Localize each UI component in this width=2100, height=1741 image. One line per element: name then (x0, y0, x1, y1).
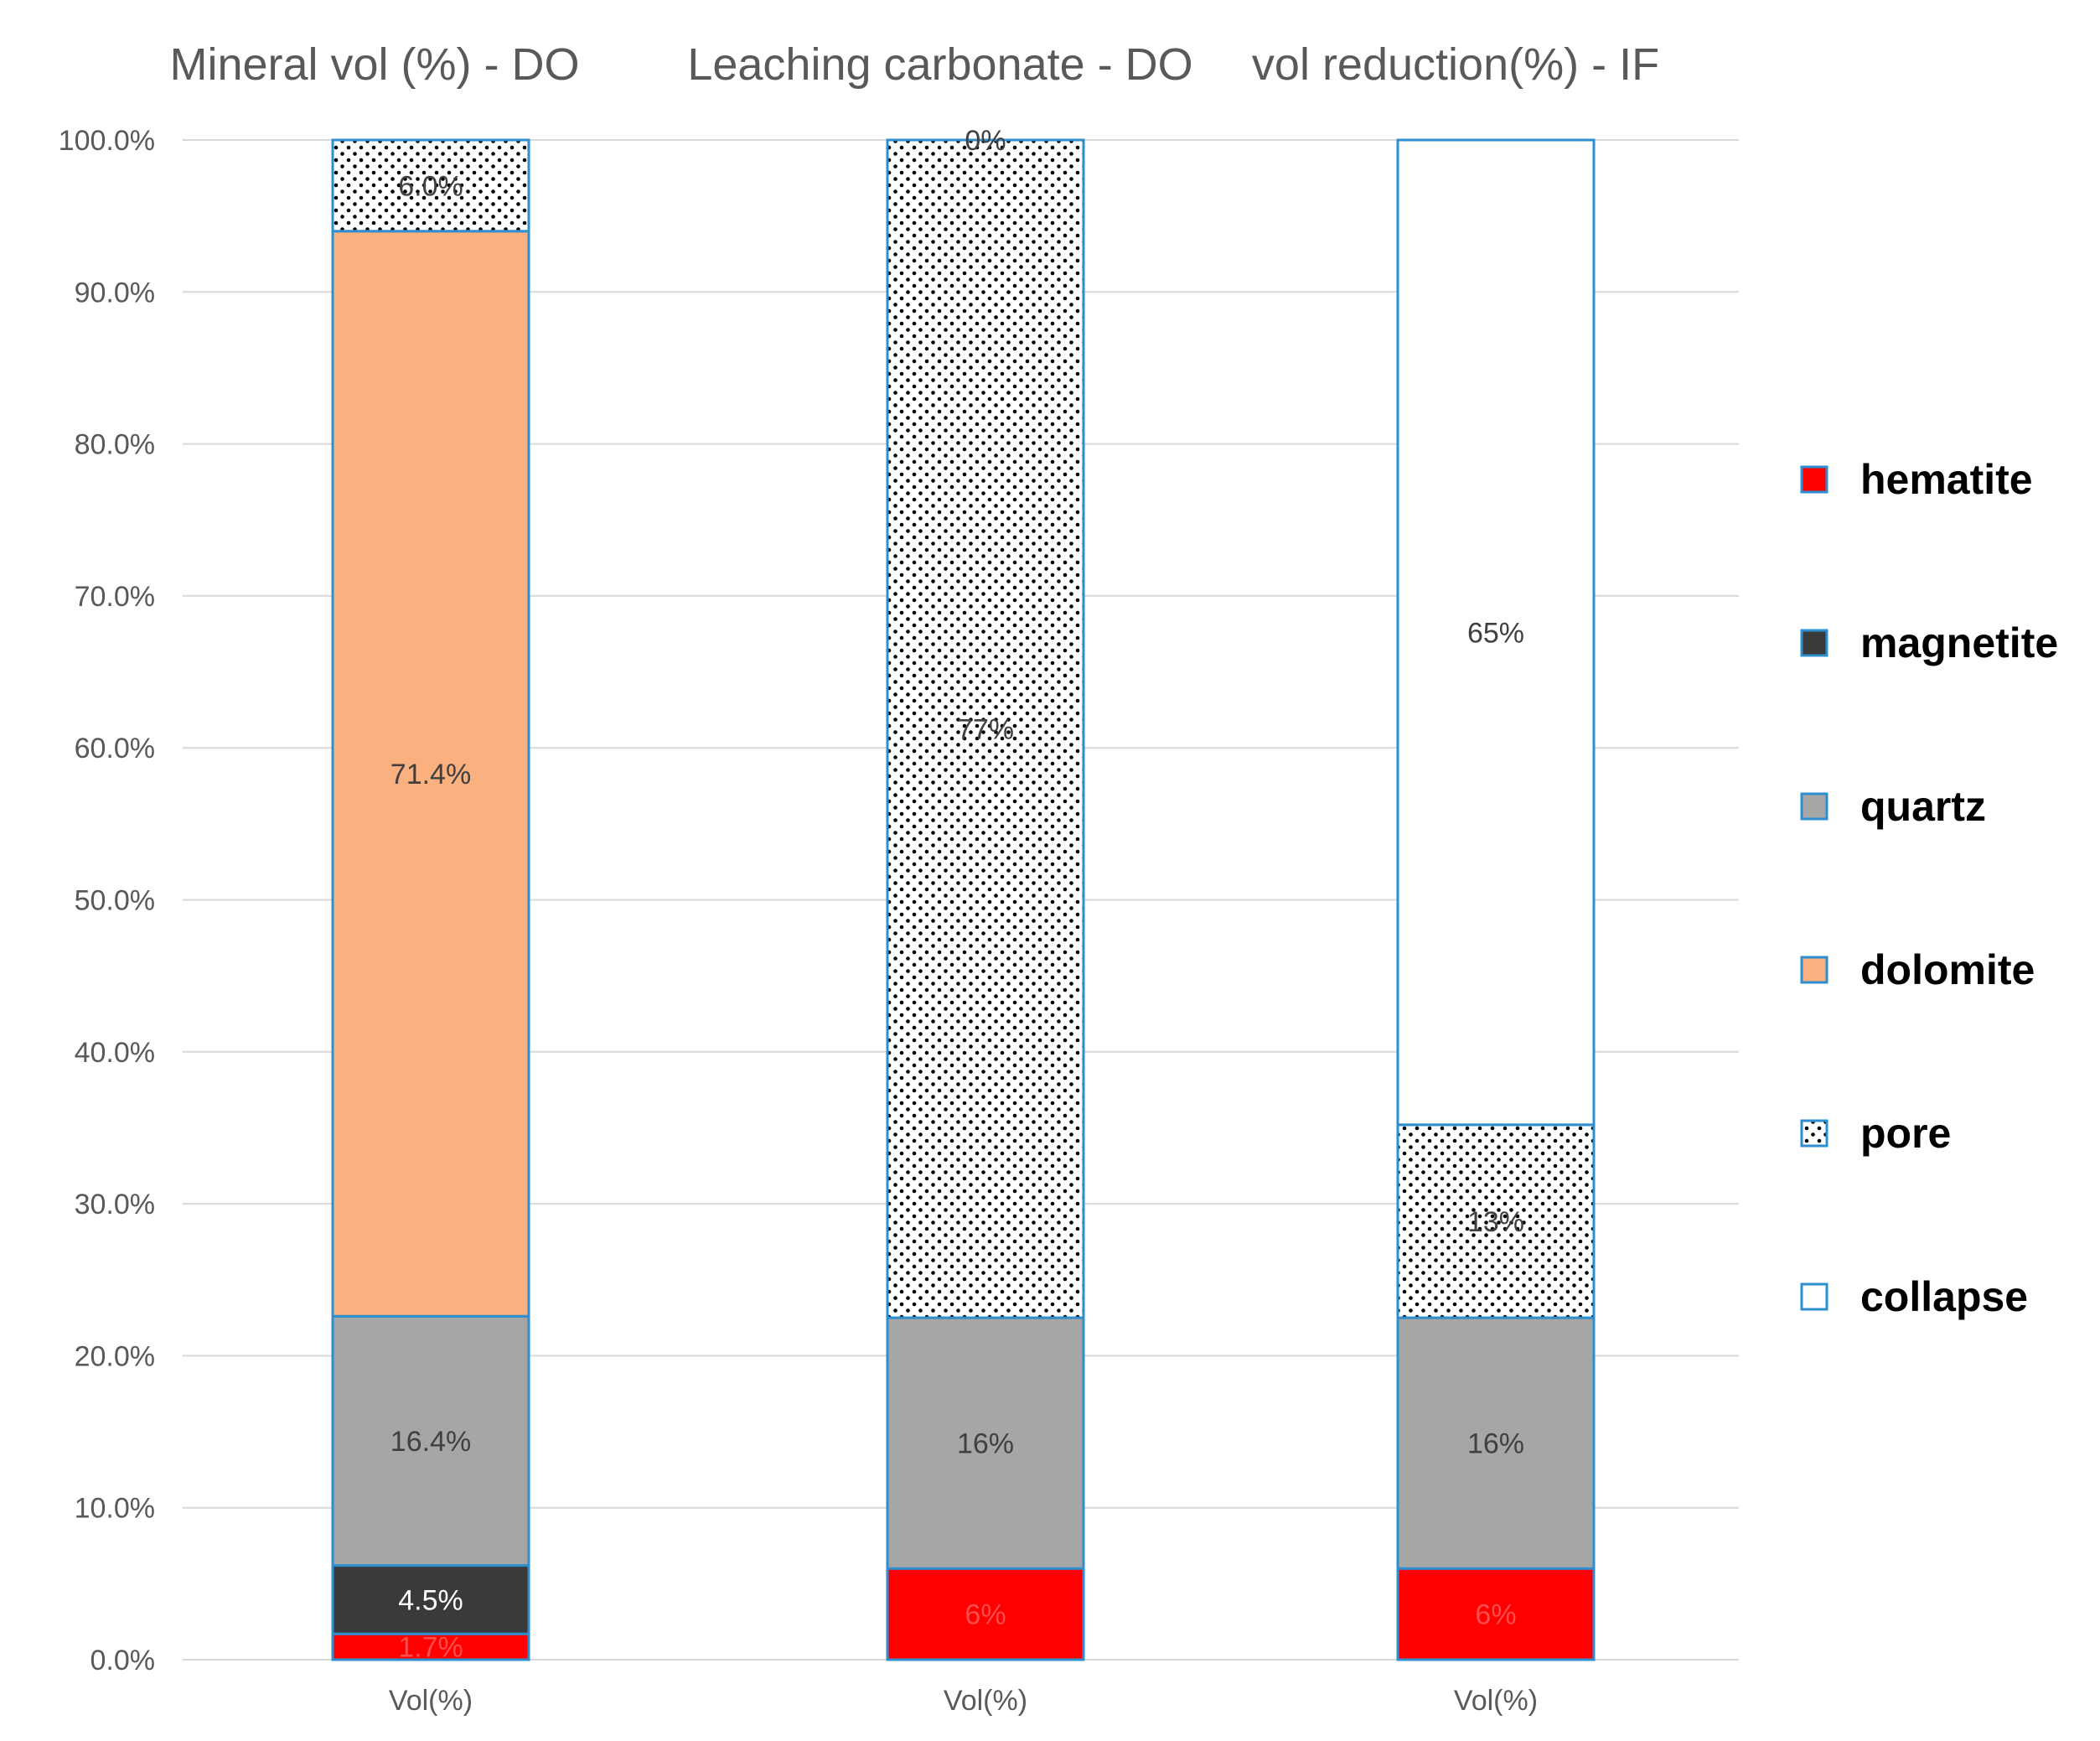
bar-segment-collapse (1396, 138, 1596, 1127)
panel-title: Leaching carbonate - DO (687, 39, 1192, 90)
y-tick-label: 50.0% (75, 885, 155, 917)
legend-label-hematite: hematite (1860, 456, 2033, 503)
y-tick-label: 80.0% (75, 429, 155, 461)
data-label-quartz: 16% (1467, 1428, 1524, 1460)
data-label-collapse: 0% (965, 125, 1006, 157)
data-label-hematite: 1.7% (398, 1632, 463, 1664)
legend-label-pore: pore (1860, 1110, 1951, 1157)
y-axis: 0.0% 10.0% 20.0% 30.0% 40.0% 50.0% 60.0% 70.0% 8… (59, 125, 155, 1676)
legend-swatch-magnetite (1800, 629, 1828, 657)
data-label-dolomite: 71.4% (391, 759, 471, 790)
legend-label-collapse: collapse (1860, 1273, 2028, 1320)
legend-swatch-dolomite (1800, 956, 1828, 984)
bar-segment-pore (331, 138, 530, 233)
data-label-hematite: 6% (965, 1599, 1006, 1631)
y-tick-label: 100.0% (59, 125, 155, 157)
data-label-quartz: 16.4% (391, 1426, 471, 1458)
legend-swatch-quartz (1800, 792, 1828, 821)
y-tick-label: 60.0% (75, 733, 155, 764)
legend-label-dolomite: dolomite (1860, 946, 2035, 993)
x-category-label: Vol(%) (944, 1685, 1027, 1717)
chart-titles: Mineral vol (%) - DO Leaching carbonate -… (169, 39, 1659, 90)
y-tick-label: 30.0% (75, 1189, 155, 1220)
x-category-label: Vol(%) (1454, 1685, 1538, 1717)
bar-segment-hematite (331, 1632, 530, 1661)
data-label-pore: 6.0% (398, 170, 463, 202)
y-tick-label: 20.0% (75, 1340, 155, 1372)
data-label-quartz: 16% (957, 1428, 1014, 1460)
legend-swatch-hematite (1800, 465, 1828, 494)
data-label-magnetite: 4.5% (398, 1584, 463, 1616)
legend: hematite magnetite quartz dolomite pore colla… (1800, 456, 2058, 1320)
x-category-label: Vol(%) (389, 1685, 473, 1717)
y-tick-label: 70.0% (75, 581, 155, 613)
bar-segment-quartz (1396, 1316, 1596, 1570)
bar-segment-dolomite (331, 230, 530, 1318)
y-tick-label: 90.0% (75, 277, 155, 308)
data-label-pore: 77% (957, 714, 1014, 746)
legend-label-magnetite: magnetite (1860, 619, 2058, 666)
panel-title: Mineral vol (%) - DO (169, 39, 579, 90)
data-label-pore: 13% (1467, 1206, 1524, 1238)
bar-segment-pore (886, 138, 1085, 1319)
bar-segment-quartz (331, 1314, 530, 1567)
data-label-collapse: 65% (1467, 617, 1524, 649)
y-tick-label: 0.0% (91, 1645, 156, 1676)
legend-label-quartz: quartz (1860, 783, 1986, 830)
bar-segment-pore (1396, 1123, 1596, 1319)
y-tick-label: 10.0% (75, 1493, 155, 1525)
bar-segment-magnetite (331, 1564, 530, 1635)
legend-swatch-collapse (1800, 1282, 1828, 1311)
data-label-hematite: 6% (1475, 1599, 1516, 1631)
legend-swatch-pore (1800, 1119, 1828, 1148)
panel-title: vol reduction(%) - IF (1252, 39, 1659, 90)
stacked-bars: 1.7% 4.5% 16.4% 71.4% 6.0% Vol(%) 6% 16% 77% 0% Vo… (331, 125, 1596, 1717)
y-tick-label: 40.0% (75, 1037, 155, 1069)
